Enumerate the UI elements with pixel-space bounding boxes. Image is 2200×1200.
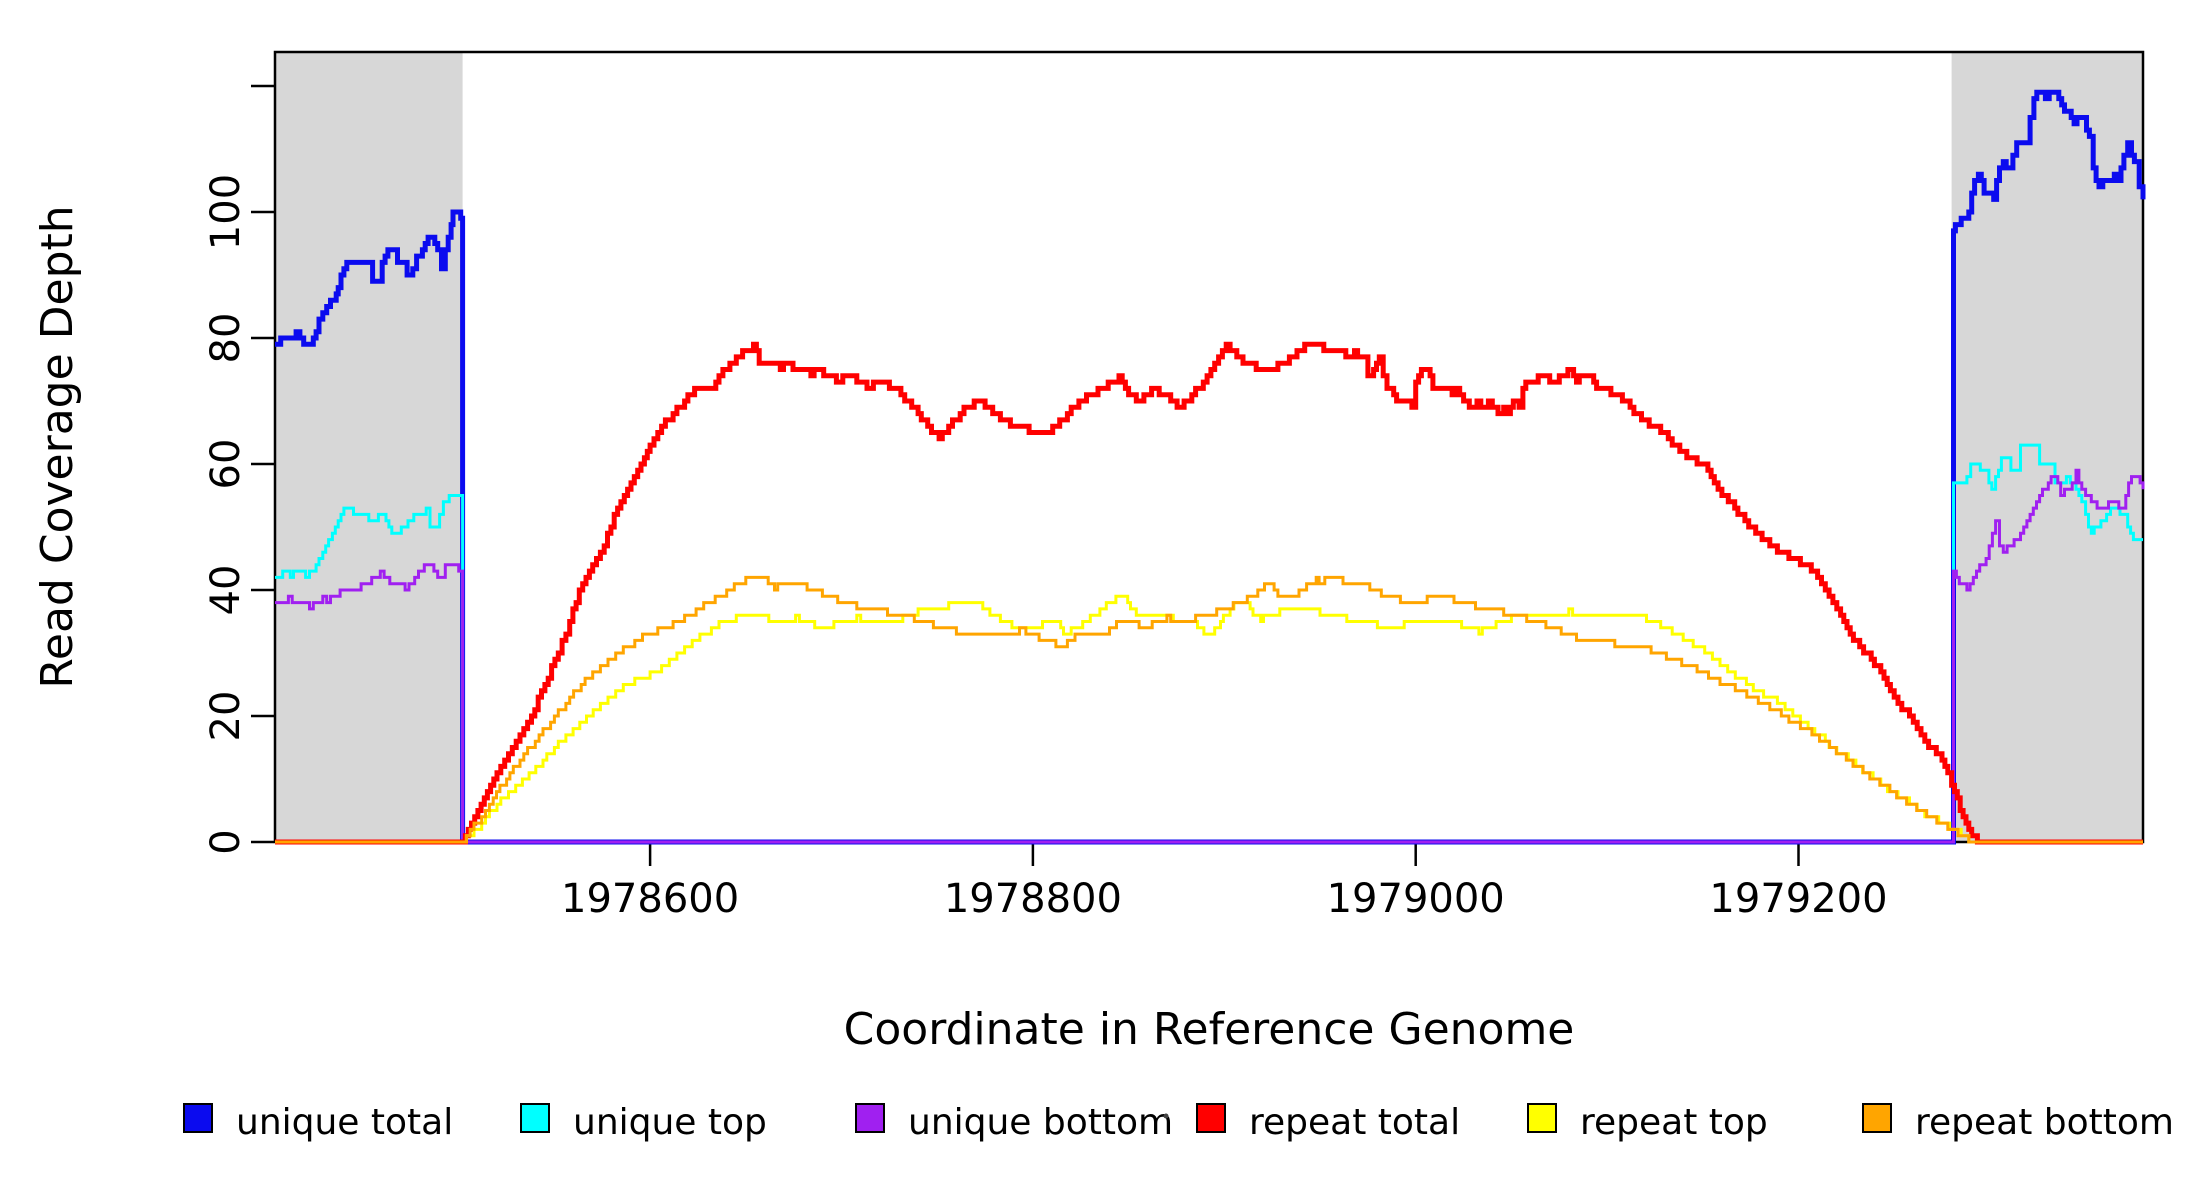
series-unique-top	[275, 443, 2143, 844]
orange-swatch	[1862, 1103, 1892, 1133]
legend-item-unique-top: unique top	[520, 1102, 767, 1143]
y-axis-tick-label: 80	[203, 313, 249, 364]
legend-item-unique-total: unique total	[183, 1102, 453, 1143]
purple-swatch	[855, 1103, 885, 1133]
legend-label: unique bottom	[908, 1102, 1173, 1143]
series-lines	[275, 89, 2146, 845]
y-axis-tick-label: 0	[203, 829, 249, 854]
left-repeat-shade	[275, 52, 463, 842]
legend-item-repeat-bottom: repeat bottom	[1862, 1102, 2174, 1143]
legend-label: unique top	[573, 1102, 767, 1143]
blue-swatch	[183, 1103, 213, 1133]
y-axis-tick-label: 100	[203, 174, 249, 250]
yellow-swatch	[1527, 1103, 1557, 1133]
y-axis-tick-label: 40	[203, 565, 249, 616]
legend-item-unique-bottom: unique bottom	[855, 1102, 1173, 1143]
y-axis-tick-label: 20	[203, 691, 249, 742]
x-axis-tick-label: 1979200	[1709, 876, 1887, 922]
legend-item-repeat-total: repeat total	[1196, 1102, 1460, 1143]
cyan-swatch	[520, 1103, 550, 1133]
red-swatch	[1196, 1103, 1226, 1133]
y-axis-tick-label: 60	[203, 439, 249, 490]
x-axis-tick-label: 1978600	[561, 876, 739, 922]
series-repeat-total	[275, 341, 2143, 845]
legend-label: unique total	[236, 1102, 453, 1143]
legend-label: repeat total	[1249, 1102, 1460, 1143]
x-axis-tick-label: 1978800	[944, 876, 1122, 922]
axes: 1978600 1978800 1979000 1979200 0 20 40 60 80 100	[203, 84, 1888, 922]
stray-dot	[1163, 1113, 1169, 1119]
series-repeat-top	[275, 594, 2143, 844]
y-axis-label: Read Coverage Depth	[32, 205, 83, 688]
legend-label: repeat top	[1580, 1102, 1768, 1143]
x-axis-label: Coordinate in Reference Genome	[844, 1004, 1575, 1055]
legend-label: repeat bottom	[1915, 1102, 2174, 1143]
x-axis-tick-label: 1979000	[1327, 876, 1505, 922]
series-unique-bottom	[275, 468, 2145, 844]
series-repeat-bottom	[275, 575, 2143, 844]
legend-item-repeat-top: repeat top	[1527, 1102, 1768, 1143]
legend: unique total unique top unique bottom repea…	[183, 1102, 2174, 1143]
right-repeat-shade	[1951, 52, 2143, 842]
series-unique-total	[275, 89, 2146, 845]
